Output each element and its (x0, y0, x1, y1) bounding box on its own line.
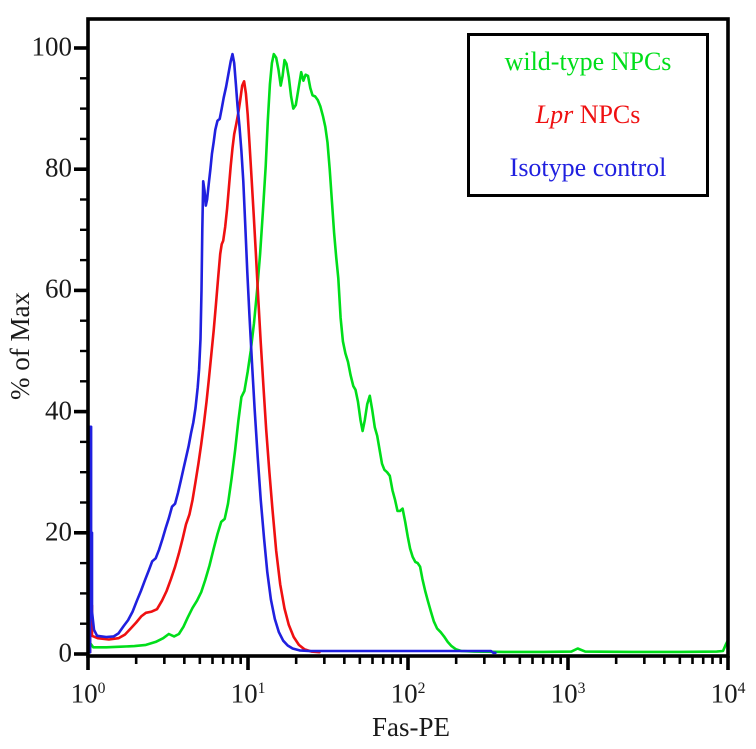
x-tick-label-4: 104 (710, 678, 746, 709)
legend-label: Isotype control (509, 152, 667, 182)
legend-item-lpr-npcs: Lpr NPCs (536, 100, 641, 130)
x-tick-label-0: 100 (70, 678, 106, 709)
y-tick-label-3: 60 (45, 273, 72, 304)
legend-item-wild-type-npcs: wild-type NPCs (505, 47, 672, 77)
y-tick-label-5: 100 (31, 31, 73, 62)
legend: wild-type NPCs Lpr NPCs Isotype control (467, 33, 709, 197)
x-tick-label-3: 103 (550, 678, 586, 709)
curve-isotype-control (86, 52, 497, 655)
y-tick-label-4: 80 (45, 152, 72, 183)
x-axis-title: Fas-PE (371, 712, 450, 742)
y-tick-label-1: 20 (45, 516, 72, 547)
curve-lpr-npcs (86, 80, 321, 654)
legend-label-italic: Lpr (535, 99, 574, 129)
x-tick-label-2: 102 (390, 678, 426, 709)
x-tick-label-1: 101 (230, 678, 266, 709)
legend-label: wild-type NPCs (504, 47, 672, 77)
legend-label: NPCs (573, 99, 641, 129)
legend-item-isotype-control: Isotype control (510, 153, 667, 183)
curve-wild-type-npcs (86, 52, 730, 654)
y-tick-label-2: 40 (45, 395, 72, 426)
y-tick-label-0: 0 (58, 637, 73, 668)
